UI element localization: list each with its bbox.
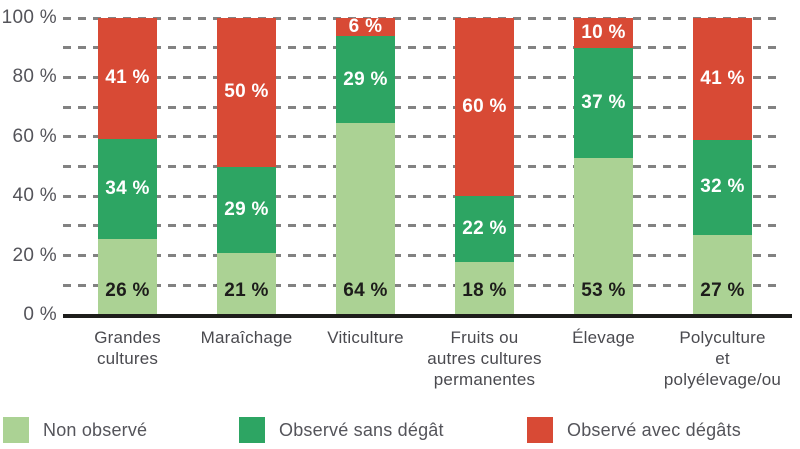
gridline-70: [63, 105, 780, 109]
bar-segment-observe-sans-degat: 34 %: [98, 138, 157, 239]
bar-value-label: 41 %: [700, 67, 745, 89]
x-axis-line: [63, 314, 792, 318]
bar-segment-non-observe: 26 %: [98, 238, 157, 315]
gridline-20: [63, 254, 780, 258]
bar-segment-observe-sans-degat: 29 %: [217, 166, 276, 253]
bar-segment-observe-sans-degat: 29 %: [336, 36, 395, 123]
category-label-polyculture: Polyculture et polyélevage/ou: [663, 328, 782, 389]
gridline-100: [63, 16, 780, 20]
category-label-fruits-ou: Fruits ou autres cultures permanentes: [427, 328, 542, 389]
bar-viticulture: 6 % 29 % 64 %: [336, 16, 395, 315]
bar-value-label: 60 %: [462, 96, 507, 118]
legend-item-non-observe: Non observé: [3, 417, 147, 443]
legend-label-observe-avec-degats: Observé avec dégâts: [567, 420, 741, 440]
legend-item-observe-sans-degat: Observé sans dégât: [239, 417, 444, 443]
bar-segment-non-observe: 21 %: [217, 252, 276, 315]
bar-segment-observe-sans-degat: 37 %: [574, 47, 633, 158]
gridline-90: [63, 46, 780, 50]
legend-label-observe-sans-degat: Observé sans dégât: [279, 420, 444, 440]
bar-value-label: 41 %: [105, 67, 150, 89]
bar-segment-non-observe: 53 %: [574, 157, 633, 315]
bar-value-label: 37 %: [581, 91, 626, 113]
bar-segment-observe-avec-degats: 10 %: [574, 18, 633, 48]
bar-value-label: 10 %: [581, 21, 626, 43]
legend-swatch-observe-avec-degats: [527, 417, 553, 443]
y-tick-label-40: 40 %: [12, 185, 57, 207]
y-tick-label-20: 20 %: [12, 244, 57, 266]
bar-value-label: 64 %: [343, 280, 388, 301]
bar-segment-observe-sans-degat: 22 %: [455, 196, 514, 262]
bar-segment-non-observe: 18 %: [455, 261, 514, 315]
gridline-50: [63, 165, 780, 168]
category-label-grandes: Grandes cultures: [94, 328, 161, 368]
y-tick-label-60: 60 %: [12, 125, 57, 147]
y-tick-label-80: 80 %: [12, 66, 57, 88]
legend-label-non-observe: Non observé: [43, 420, 148, 440]
bar-segment-observe-avec-degats: 50 %: [217, 18, 276, 167]
bar-value-label: 29 %: [343, 68, 388, 90]
category-label-maraichage: Maraîchage: [200, 328, 293, 347]
bar-segment-non-observe: 27 %: [693, 234, 752, 315]
bar-segment-observe-avec-degats: 41 %: [693, 18, 752, 140]
legend-item-observe-avec-degats: Observé avec dégâts: [527, 417, 741, 443]
bar-value-label: 34 %: [105, 177, 150, 199]
category-label-elevage: Élevage: [572, 328, 635, 347]
bar-value-label: 26 %: [105, 279, 150, 301]
bar-value-label: 21 %: [224, 279, 269, 301]
y-tick-label-0: 0 %: [23, 304, 57, 325]
y-tick-label-100: 100 %: [1, 7, 57, 28]
bar-value-label: 22 %: [462, 217, 507, 239]
bar-value-label: 32 %: [700, 176, 745, 198]
bar-maraichage: 50 % 29 % 21 %: [217, 18, 276, 315]
bar-value-label: 50 %: [224, 81, 269, 103]
category-label-viticulture: Viticulture: [327, 328, 404, 347]
gridline-10: [63, 283, 780, 287]
legend-swatch-observe-sans-degat: [239, 417, 265, 443]
gridline-40: [63, 194, 780, 198]
bar-value-label: 6 %: [348, 16, 383, 37]
bar-polyculture: 41 % 32 % 27 %: [693, 18, 752, 315]
bar-segment-observe-sans-degat: 32 %: [693, 139, 752, 235]
bar-value-label: 18 %: [462, 279, 507, 301]
gridline-60: [63, 135, 780, 139]
bar-segment-observe-avec-degats: 41 %: [98, 18, 157, 139]
bar-value-label: 29 %: [224, 198, 269, 220]
bar-value-label: 53 %: [581, 279, 626, 301]
bar-value-label: 27 %: [700, 279, 745, 301]
legend-swatch-non-observe: [3, 417, 29, 443]
bar-fruits-ou: 60 % 22 % 18 %: [455, 18, 514, 315]
bar-segment-observe-avec-degats: 6 %: [336, 16, 395, 37]
bar-grandes: 41 % 34 % 26 %: [98, 18, 157, 315]
bar-segment-observe-avec-degats: 60 %: [455, 18, 514, 197]
bar-segment-non-observe: 64 %: [336, 123, 395, 315]
gridline-80: [63, 75, 780, 79]
bar-elevage: 10 % 37 % 53 %: [574, 18, 633, 315]
gridline-30: [63, 224, 780, 228]
